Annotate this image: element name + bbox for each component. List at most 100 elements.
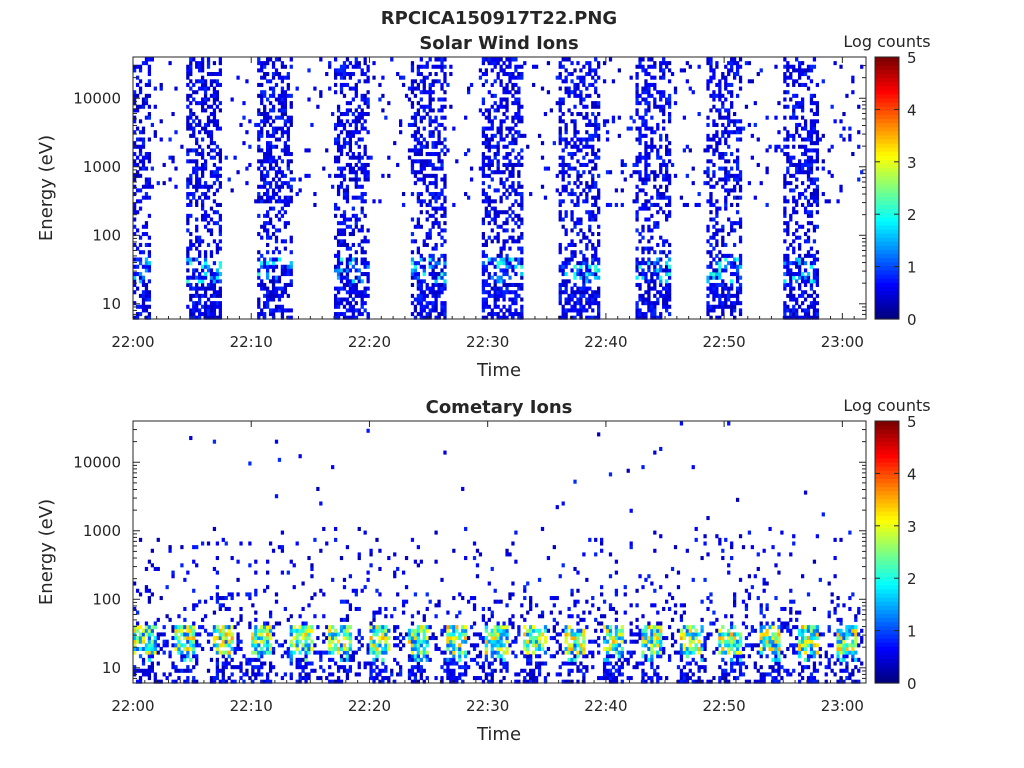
spectrogram-cell xyxy=(413,152,418,157)
spectrogram-cell xyxy=(168,654,172,659)
spectrogram-cell xyxy=(635,304,639,309)
spectrogram-cell xyxy=(345,108,350,113)
spectrogram-cell xyxy=(425,152,429,157)
spectrogram-cell xyxy=(348,253,353,258)
spectrogram-cell xyxy=(138,86,143,91)
spectrogram-cell xyxy=(786,82,790,87)
spectrogram-cell xyxy=(738,312,743,317)
spectrogram-cell xyxy=(532,82,536,87)
spectrogram-cell xyxy=(260,184,264,189)
spectrogram-cell xyxy=(815,108,820,113)
spectrogram-cell xyxy=(434,126,438,131)
spectrogram-cell xyxy=(484,144,488,149)
spectrogram-cell xyxy=(144,57,149,62)
spectrogram-cell xyxy=(718,206,722,211)
spectrogram-cell xyxy=(192,654,196,659)
spectrogram-cell xyxy=(437,293,441,298)
spectrogram-cell xyxy=(360,246,364,251)
spectrogram-cell xyxy=(520,272,524,277)
spectrogram-cell xyxy=(591,184,595,189)
spectrogram-cell xyxy=(254,570,258,575)
spectrogram-cell xyxy=(597,195,601,200)
spectrogram-cell xyxy=(280,239,285,244)
spectrogram-cell xyxy=(168,61,172,66)
spectrogram-cell xyxy=(564,137,568,142)
spectrogram-cell xyxy=(789,181,793,186)
spectrogram-cell xyxy=(490,122,494,127)
spectrogram-cell xyxy=(413,181,418,186)
spectrogram-cell xyxy=(437,282,441,287)
spectrogram-cell xyxy=(419,315,423,320)
spectrogram-cell xyxy=(425,144,429,149)
spectrogram-cell xyxy=(800,82,805,87)
spectrogram-cell xyxy=(437,141,441,146)
spectrogram-cell xyxy=(650,312,654,317)
spectrogram-cell xyxy=(150,650,154,655)
spectrogram-cell xyxy=(348,148,353,153)
spectrogram-cell xyxy=(795,312,799,317)
spectrogram-cell xyxy=(496,304,500,309)
spectrogram-cell xyxy=(570,290,574,295)
spectrogram-cell xyxy=(263,304,267,309)
spectrogram-cell xyxy=(573,90,577,95)
spectrogram-cell xyxy=(422,144,426,149)
spectrogram-cell xyxy=(351,170,355,175)
spectrogram-cell xyxy=(520,202,524,207)
spectrogram-cell xyxy=(786,308,790,313)
spectrogram-cell xyxy=(336,315,341,320)
spectrogram-cell xyxy=(511,115,515,120)
spectrogram-cell xyxy=(133,141,137,146)
spectrogram-cell xyxy=(440,97,444,102)
spectrogram-cell xyxy=(410,115,415,120)
spectrogram-cell xyxy=(481,57,486,62)
spectrogram-cell xyxy=(812,126,817,131)
spectrogram-cell xyxy=(644,297,648,302)
spectrogram-cell xyxy=(289,250,293,255)
spectrogram-cell xyxy=(667,213,672,218)
spectrogram-cell xyxy=(236,621,240,626)
spectrogram-cell xyxy=(635,126,639,131)
spectrogram-cell xyxy=(144,585,149,590)
spectrogram-cell xyxy=(189,275,193,280)
spectrogram-cell xyxy=(727,304,731,309)
spectrogram-cell xyxy=(647,268,651,273)
colorbar-segment xyxy=(875,314,899,320)
spectrogram-cell xyxy=(260,625,264,630)
spectrogram-cell xyxy=(732,57,737,62)
spectrogram-cell xyxy=(189,115,193,120)
spectrogram-cell xyxy=(336,72,341,77)
spectrogram-cell xyxy=(419,312,423,317)
spectrogram-cell xyxy=(721,75,725,80)
spectrogram-cell xyxy=(570,192,574,197)
spectrogram-cell xyxy=(564,130,568,135)
spectrogram-cell xyxy=(138,119,143,124)
spectrogram-cell xyxy=(490,275,494,280)
spectrogram-cell xyxy=(570,297,574,302)
spectrogram-cell xyxy=(348,133,353,138)
spectrogram-cell xyxy=(803,119,808,124)
spectrogram-cell xyxy=(588,159,592,164)
spectrogram-cell xyxy=(502,221,506,226)
spectrogram-cell xyxy=(206,297,211,302)
spectrogram-cell xyxy=(815,152,820,157)
spectrogram-cell xyxy=(212,108,217,113)
spectrogram-cell xyxy=(803,68,808,73)
spectrogram-cell xyxy=(721,133,725,138)
spectrogram-cell xyxy=(718,90,722,95)
spectrogram-cell xyxy=(653,173,657,178)
spectrogram-cell xyxy=(260,636,264,641)
spectrogram-cell xyxy=(260,235,264,240)
spectrogram-cell xyxy=(540,184,545,189)
spectrogram-cell xyxy=(138,199,143,204)
spectrogram-cell xyxy=(212,97,217,102)
spectrogram-cell xyxy=(431,282,435,287)
spectrogram-cell xyxy=(390,57,394,62)
spectrogram-cell xyxy=(280,264,285,269)
spectrogram-cell xyxy=(224,606,228,611)
spectrogram-cell xyxy=(635,184,639,189)
spectrogram-cell xyxy=(484,162,488,167)
spectrogram-cell xyxy=(659,250,663,255)
spectrogram-cell xyxy=(570,90,574,95)
spectrogram-cell xyxy=(345,282,350,287)
spectrogram-cell xyxy=(333,155,338,160)
